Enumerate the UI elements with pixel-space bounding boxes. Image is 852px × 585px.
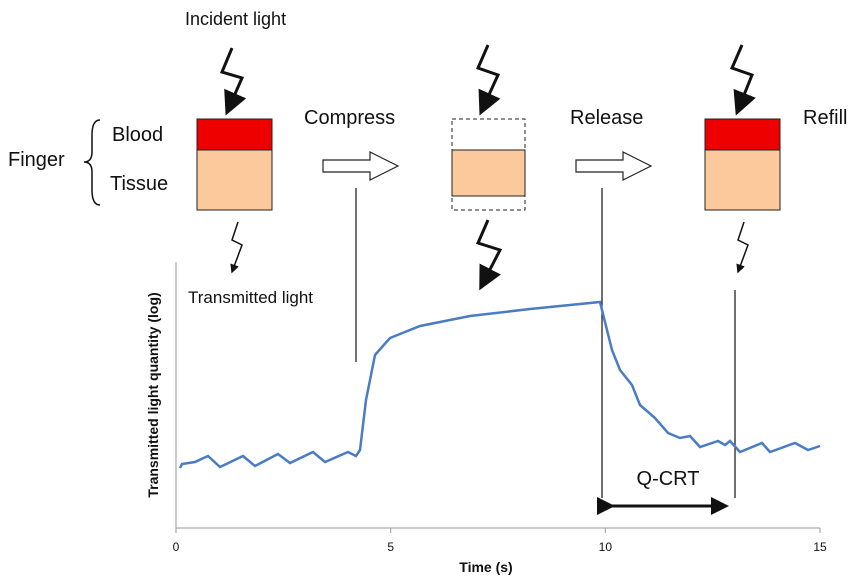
x-tick-label: 0 [173, 540, 180, 554]
transmitted-label: Transmitted light [188, 288, 313, 307]
diagram: Incident light Finger Blood Tissue Compr… [0, 0, 852, 580]
y-axis-title: Transmitted light quantity (log) [145, 292, 161, 497]
x-tick-label: 5 [387, 540, 394, 554]
blocks [197, 119, 780, 210]
qcrt-label: Q-CRT [637, 468, 700, 490]
x-tick-label: 10 [599, 540, 613, 554]
brace [84, 120, 100, 205]
compress-label: Compress [304, 107, 395, 129]
release-label: Release [570, 107, 643, 129]
incident-label: Incident light [185, 9, 286, 29]
x-axis-title: Time (s) [459, 559, 512, 575]
finger-label: Finger [8, 149, 65, 171]
x-tick-label: 15 [813, 540, 827, 554]
tissue-label: Tissue [110, 173, 168, 195]
blood-label: Blood [112, 124, 163, 146]
refill-label: Refill [803, 107, 847, 129]
signal-curve [180, 302, 820, 468]
event-lines [356, 188, 735, 498]
